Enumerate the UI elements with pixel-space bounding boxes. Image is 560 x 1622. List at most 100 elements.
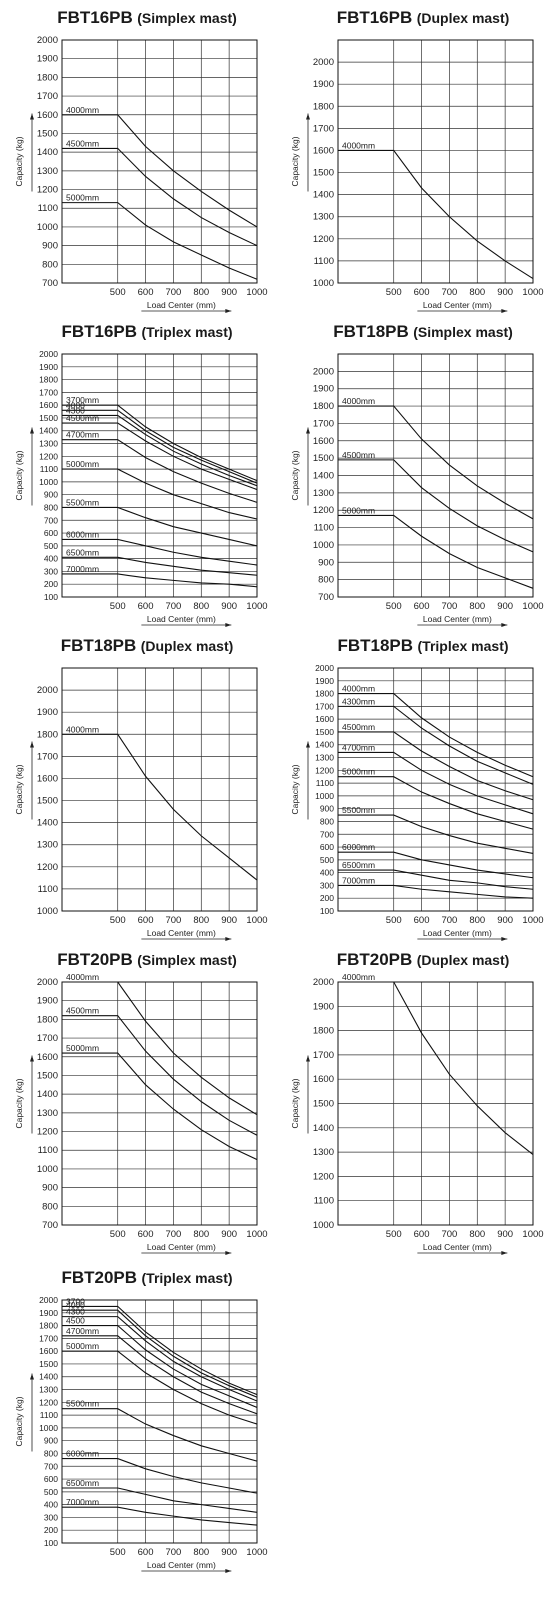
x-tick-label: 1000 bbox=[246, 1547, 267, 1558]
y-tick-label: 1100 bbox=[38, 203, 58, 214]
x-tick-label: 700 bbox=[165, 915, 181, 926]
y-tick-label: 1500 bbox=[313, 453, 334, 464]
y-tick-label: 1300 bbox=[313, 488, 334, 499]
y-tick-label: 1600 bbox=[313, 436, 334, 447]
chart-title: FBT20PB (Duplex mast) bbox=[288, 950, 558, 974]
chart-model: FBT16PB bbox=[57, 8, 133, 27]
y-axis-label: Capacity (kg) bbox=[290, 136, 300, 186]
y-tick-label: 900 bbox=[44, 1436, 58, 1446]
y-tick-label: 1300 bbox=[39, 439, 58, 449]
y-tick-label: 1400 bbox=[37, 1089, 58, 1100]
series-label-4300: 4300 bbox=[66, 405, 85, 415]
series-label-5000mm: 5000mm bbox=[342, 767, 375, 777]
series-label-4500: 4500 bbox=[66, 1316, 85, 1326]
x-axis-label: Load Center (mm) bbox=[147, 614, 216, 624]
y-tick-label: 1800 bbox=[39, 1321, 58, 1331]
y-tick-label: 1200 bbox=[39, 451, 58, 461]
y-tick-label: 1900 bbox=[313, 384, 334, 395]
y-tick-label: 1700 bbox=[313, 418, 334, 429]
chart-model: FBT16PB bbox=[336, 8, 413, 27]
series-line-5500mm bbox=[62, 506, 258, 547]
y-tick-label: 2000 bbox=[313, 366, 334, 377]
series-line-4700mm bbox=[62, 1335, 258, 1415]
series-line-5000mm bbox=[62, 468, 258, 520]
chart-svg: 100 200 300 400 500 600 700 800 900 1000 1100 1200 1… bbox=[14, 1295, 268, 1573]
chart-model: FBT18PB bbox=[337, 636, 414, 655]
plot-frame bbox=[337, 667, 534, 912]
chart-title: FBT20PB (Triplex mast) bbox=[12, 1268, 282, 1292]
x-axis-label: Load Center (mm) bbox=[423, 928, 492, 938]
y-tick-label: 1300 bbox=[315, 753, 334, 763]
y-tick-label: 1800 bbox=[37, 1014, 58, 1025]
y-tick-label: 1400 bbox=[313, 190, 334, 201]
y-tick-label: 1500 bbox=[315, 727, 334, 737]
y-tick-label: 1700 bbox=[315, 701, 334, 711]
series-line-4000mm bbox=[62, 981, 258, 1116]
y-tick-label: 1300 bbox=[313, 212, 334, 223]
y-tick-label: 2000 bbox=[313, 977, 334, 988]
x-tick-label: 600 bbox=[138, 287, 154, 298]
y-tick-label: 400 bbox=[44, 554, 58, 564]
y-tick-label: 100 bbox=[320, 906, 334, 916]
x-tick-label: 500 bbox=[386, 1229, 402, 1240]
x-tick-label: 500 bbox=[110, 1547, 126, 1558]
y-axis-arrowhead bbox=[306, 741, 310, 748]
x-tick-label: 600 bbox=[414, 1229, 430, 1240]
y-tick-label: 1900 bbox=[39, 1308, 58, 1318]
x-tick-label: 500 bbox=[110, 601, 126, 612]
x-tick-label: 600 bbox=[414, 287, 430, 298]
chart-svg: 700 800 900 1000 1100 1200 1300 1400 1500 1600 170… bbox=[14, 972, 268, 1255]
y-tick-label: 500 bbox=[320, 855, 334, 865]
x-tick-label: 900 bbox=[221, 915, 237, 926]
y-tick-label: 1600 bbox=[37, 110, 58, 121]
y-tick-label: 1700 bbox=[37, 91, 58, 102]
x-axis-arrowhead bbox=[501, 1251, 508, 1255]
series-line-4000mm bbox=[62, 114, 258, 228]
y-tick-label: 1100 bbox=[38, 1145, 58, 1156]
chart-model: FBT20PB bbox=[336, 950, 413, 969]
chart-title: FBT18PB (Duplex mast) bbox=[12, 636, 282, 660]
y-tick-label: 1300 bbox=[37, 1108, 58, 1119]
series-line-5000mm bbox=[62, 1350, 258, 1425]
chart-title: FBT20PB (Simplex mast) bbox=[12, 950, 282, 974]
chart-svg: 700 800 900 1000 1100 1200 1300 1400 1500 1600 170… bbox=[290, 353, 544, 627]
y-tick-label: 1700 bbox=[37, 751, 58, 762]
series-line-4700mm bbox=[338, 751, 534, 815]
chart-svg: 100 200 300 400 500 600 700 800 900 1000 1100 1200 1… bbox=[14, 349, 268, 627]
series-label-3700mm: 3700mm bbox=[66, 395, 99, 405]
x-axis-arrowhead bbox=[501, 623, 508, 627]
series-label-4000mm: 4000mm bbox=[66, 724, 99, 734]
y-tick-label: 300 bbox=[44, 566, 58, 576]
series-line-4500 bbox=[62, 1325, 258, 1408]
series-label-4500mm: 4500mm bbox=[66, 413, 99, 423]
chart-model: FBT18PB bbox=[60, 636, 137, 655]
chart-mast-type: (Duplex mast) bbox=[140, 638, 234, 654]
y-tick-label: 700 bbox=[320, 829, 334, 839]
series-line-5000mm bbox=[62, 202, 258, 280]
y-tick-label: 1100 bbox=[38, 884, 58, 895]
y-tick-label: 300 bbox=[320, 880, 334, 890]
series-line-6000mm bbox=[62, 1458, 258, 1494]
series-line-5500mm bbox=[338, 814, 534, 854]
y-axis-arrowhead bbox=[30, 1055, 34, 1062]
x-tick-label: 900 bbox=[221, 287, 237, 298]
plot-frame bbox=[337, 39, 534, 284]
series-label-4000mm: 4000mm bbox=[66, 972, 99, 982]
y-tick-label: 1000 bbox=[315, 791, 334, 801]
x-axis-label: Load Center (mm) bbox=[423, 614, 492, 624]
plot-frame bbox=[61, 39, 258, 284]
series-line-7000mm bbox=[62, 573, 258, 588]
y-tick-label: 600 bbox=[44, 1474, 58, 1484]
y-axis-arrowhead bbox=[306, 427, 310, 434]
x-axis-label: Load Center (mm) bbox=[147, 1560, 216, 1570]
series-label-4000mm: 4000mm bbox=[66, 105, 99, 115]
series-line-7000mm bbox=[338, 884, 534, 899]
y-tick-label: 900 bbox=[320, 804, 334, 814]
y-tick-label: 1400 bbox=[315, 740, 334, 750]
y-tick-label: 2000 bbox=[39, 349, 58, 359]
chart-panel-fbt18pb-triplex: FBT18PB (Triplex mast) 100 200 300 400 500 60… bbox=[288, 636, 558, 956]
plot-frame bbox=[61, 1299, 258, 1544]
x-tick-label: 1000 bbox=[246, 287, 267, 298]
chart-panel-fbt16pb-duplex: FBT16PB (Duplex mast) 1000 1100 1200 1300 14… bbox=[288, 8, 558, 328]
series-label-4700mm: 4700mm bbox=[66, 430, 99, 440]
